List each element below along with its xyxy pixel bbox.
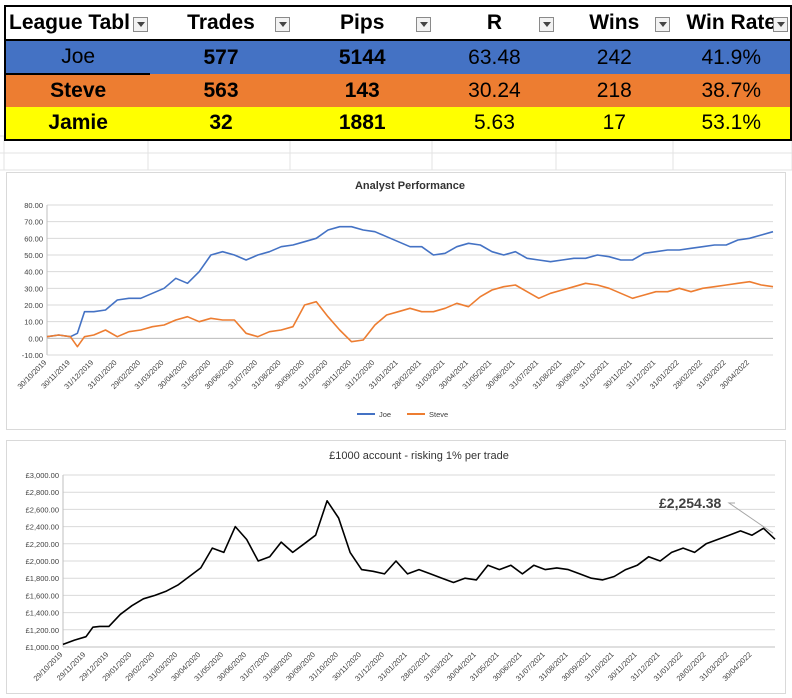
table-row: Steve 563 143 30.24 218 38.7%	[3, 74, 792, 107]
y-tick-label: £2,000.00	[26, 557, 59, 566]
row-wins[interactable]: 218	[556, 74, 673, 107]
row-win-rate[interactable]: 41.9%	[672, 40, 792, 74]
header-cell[interactable]: Pips	[291, 5, 433, 41]
row-trades[interactable]: 577	[150, 40, 292, 74]
series-line-steve	[46, 280, 774, 348]
row-r[interactable]: 30.24	[432, 74, 557, 107]
header-cell[interactable]: Trades	[150, 5, 292, 41]
header-r: R	[486, 11, 503, 34]
y-tick-label: 30.00	[24, 284, 43, 293]
legend-label: Joe	[379, 410, 391, 419]
analyst-performance-svg: Analyst Performance 80.00 70.00 60.00 50.00 4…	[16, 180, 774, 419]
y-tick-label: 50.00	[24, 251, 43, 260]
y-tick-label: £2,600.00	[26, 505, 59, 514]
header-cell[interactable]: Wins	[556, 5, 673, 41]
header-cell[interactable]: League Tabl	[3, 5, 151, 41]
y-tick-label: 20.00	[24, 301, 43, 310]
table-row: Joe 577 5144 63.48 242 41.9%	[3, 40, 792, 75]
y-tick-label: 60.00	[24, 234, 43, 243]
chart-title: Analyst Performance	[355, 180, 465, 192]
table-header-row: League Tabl Trades Pips R Wins Win Rate	[3, 5, 792, 41]
y-tick-label: £1,200.00	[26, 626, 59, 635]
row-pips[interactable]: 5144	[291, 40, 433, 74]
header-cell[interactable]: Win Rate	[672, 5, 792, 41]
row-win-rate[interactable]: 53.1%	[672, 107, 792, 141]
row-r[interactable]: 63.48	[432, 40, 557, 74]
filter-dropdown-icon[interactable]	[274, 17, 290, 32]
y-tick-label: 10.00	[24, 318, 43, 327]
series-line-joe	[46, 225, 774, 338]
sort-desc-icon[interactable]	[539, 17, 555, 32]
chart-title: £1000 account - risking 1% per trade	[329, 450, 509, 462]
y-tick-label: 70.00	[24, 218, 43, 227]
row-pips[interactable]: 143	[291, 74, 433, 107]
y-tick-label: £3,000.00	[26, 471, 59, 480]
y-tick-label: £1,400.00	[26, 609, 59, 618]
y-tick-label: £2,800.00	[26, 488, 59, 497]
header-win-rate: Win Rate	[686, 11, 777, 34]
legend-label: Steve	[429, 410, 448, 419]
y-tick-label: -10.00	[22, 351, 43, 360]
row-name[interactable]: Joe	[3, 40, 151, 75]
row-wins[interactable]: 17	[556, 107, 673, 141]
y-tick-label: 0.00	[28, 334, 43, 343]
filter-dropdown-icon[interactable]	[655, 17, 671, 32]
header-pips: Pips	[340, 11, 385, 34]
row-win-rate[interactable]: 38.7%	[672, 74, 792, 107]
row-name[interactable]: Steve	[3, 74, 151, 107]
league-table: League Tabl Trades Pips R Wins Win Rate …	[3, 5, 792, 141]
account-balance-chart[interactable]: £1000 account - risking 1% per trade £3,0…	[6, 440, 786, 694]
y-tick-label: 80.00	[24, 201, 43, 210]
table-row: Jamie 32 1881 5.63 17 53.1%	[3, 107, 792, 141]
filter-dropdown-icon[interactable]	[415, 17, 431, 32]
y-tick-label: £1,000.00	[26, 643, 59, 652]
y-tick-label: 40.00	[24, 268, 43, 277]
filter-dropdown-icon[interactable]	[133, 17, 149, 32]
y-tick-label: £2,400.00	[26, 523, 59, 532]
header-trades: Trades	[187, 11, 255, 34]
row-name[interactable]: Jamie	[3, 107, 151, 141]
header-wins: Wins	[589, 11, 640, 34]
header-league: League Tabl	[9, 11, 130, 34]
annotation-label: £2,254.38	[659, 495, 721, 511]
y-tick-label: £1,800.00	[26, 574, 59, 583]
y-tick-label: £2,200.00	[26, 540, 59, 549]
row-trades[interactable]: 563	[150, 74, 292, 107]
row-wins[interactable]: 242	[556, 40, 673, 74]
account-balance-svg: £1000 account - risking 1% per trade £3,0…	[26, 450, 776, 683]
analyst-performance-chart[interactable]: Analyst Performance 80.00 70.00 60.00 50.00 4…	[6, 172, 786, 430]
annotation-leader-line	[727, 502, 774, 534]
header-cell[interactable]: R	[432, 5, 557, 41]
filter-dropdown-icon[interactable]	[773, 17, 788, 32]
y-tick-label: £1,600.00	[26, 591, 59, 600]
row-r[interactable]: 5.63	[432, 107, 557, 141]
row-trades[interactable]: 32	[150, 107, 292, 141]
series-line-balance	[62, 499, 776, 646]
row-pips[interactable]: 1881	[291, 107, 433, 141]
